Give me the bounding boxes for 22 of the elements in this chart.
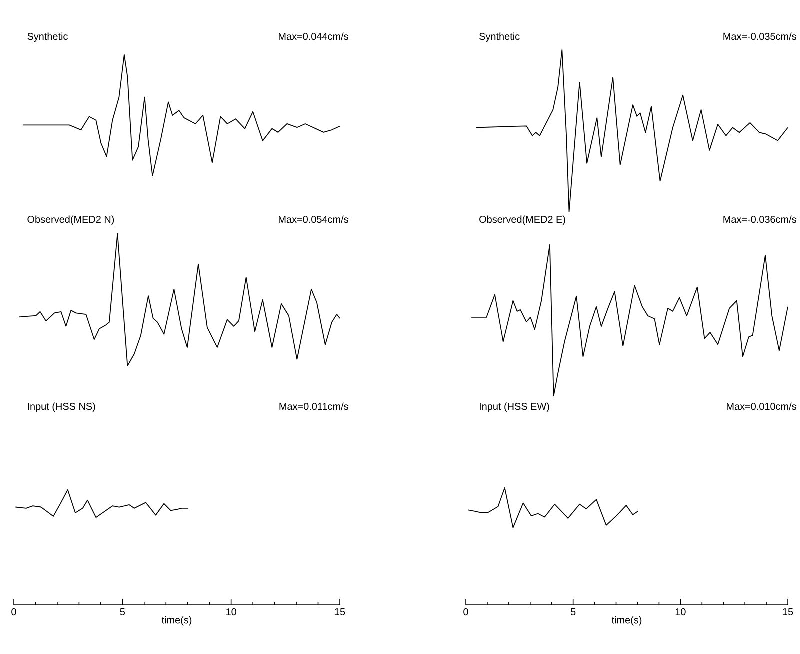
chart-title: Input (HSS NS) [28,402,96,412]
x-tick-label: 5 [120,608,126,616]
x-tick-label: 0 [12,608,16,616]
x-tick-label: 15 [783,608,794,616]
text: Max=0.010cm/s [727,402,796,410]
x-tick-label: 15 [335,608,346,616]
chart-title: Observed(MED2 E) [480,216,566,226]
text: Max=0.044cm/s [279,32,348,40]
chart-title: Input (HSS EW) [480,402,550,412]
x-tick-label: 10 [226,608,236,616]
text: Max=-0.035cm/s [724,32,796,40]
x-tick-label: 5 [570,608,576,616]
chart-title: Synthetic [480,32,520,42]
text: Max=-0.036cm/s [724,216,796,224]
text: Max=0.011cm/s [280,402,348,410]
chart-title: Observed(MED2 N) [28,216,114,226]
x-tick-label: 10 [676,608,686,616]
chart-title: Synthetic [28,32,68,42]
text: Max=0.054cm/s [279,216,348,224]
x-axis-title: time(s) [612,616,642,626]
x-axis-title: time(s) [162,616,192,626]
x-tick-label: 0 [464,608,468,616]
